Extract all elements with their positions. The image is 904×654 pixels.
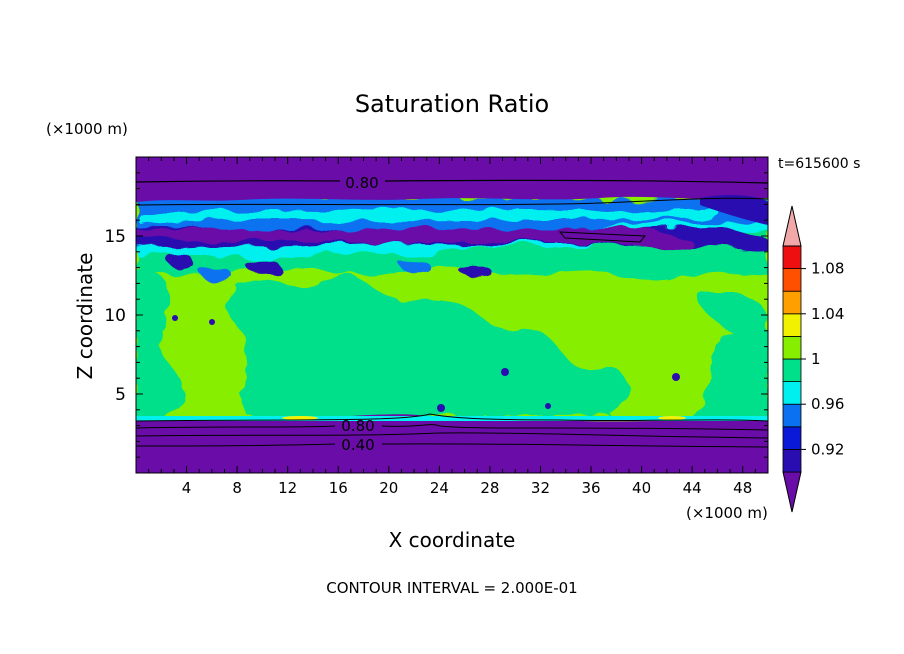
x-axis-ticks: 4 8 12 16 20 24 28 32 36 40 44 48 (148, 157, 756, 497)
colorbar-band (782, 245, 802, 270)
colorbar-band (782, 448, 802, 473)
colorbar-tick-label: 1 (811, 350, 821, 368)
y-axis-label: Z coordinate (73, 253, 97, 380)
contour-label-top: 0.80 (345, 174, 378, 192)
contour-field: 0.80 0.80 0.40 (136, 157, 768, 473)
contour-label-0.40: 0.40 (341, 436, 374, 454)
colorbar-tick-label: 1.08 (811, 260, 844, 278)
region-1.02-1.04-patch-1 (282, 416, 318, 420)
x-tick-label: 28 (480, 479, 499, 497)
x-tick-label: 4 (182, 479, 192, 497)
contour-line-bottom-edge (136, 413, 768, 422)
x-tick-label: 8 (232, 479, 242, 497)
colorbar-band (782, 268, 802, 292)
x-tick-label: 40 (632, 479, 651, 497)
y-axis-ticks: 5 10 15 (104, 172, 768, 458)
chart-title: Saturation Ratio (355, 90, 549, 118)
contour-interval-note: CONTOUR INTERVAL = 2.000E-01 (326, 579, 577, 597)
colorbar-band (782, 381, 802, 405)
x-tick-label: 48 (733, 479, 752, 497)
x-tick-label: 44 (683, 479, 702, 497)
region-0.92-0.94-blob-1 (167, 253, 194, 269)
colorbar-band (782, 358, 802, 383)
x-tick-label: 24 (430, 479, 449, 497)
x-tick-label: 12 (278, 479, 297, 497)
region-0.94-0.96-blob-1 (199, 266, 231, 282)
region-0.90-0.92-top (136, 157, 768, 202)
colorbar-band (782, 426, 802, 450)
contour-label-bottom: 0.80 (341, 417, 374, 435)
region-0.92-0.94-dot-3 (672, 373, 680, 381)
x-axis-label: X coordinate (389, 528, 516, 552)
region-0.92-0.94-dot-2 (501, 368, 509, 376)
region-0.92-0.94-dot-1 (437, 404, 445, 412)
colorbar-band (782, 403, 802, 428)
x-tick-label: 16 (329, 479, 348, 497)
contour-line-mid-bottom (136, 432, 768, 439)
y-unit-label: (×1000 m) (46, 120, 128, 138)
colorbar-band (782, 335, 802, 360)
colorbar: 0.92 0.96 1 1.04 1.08 (782, 205, 844, 513)
colorbar-tick-label: 0.96 (811, 395, 844, 413)
contour-line-0.40 (136, 443, 768, 448)
colorbar-upper-triangle (782, 205, 802, 247)
colorbar-band (782, 313, 802, 337)
time-label: t=615600 s (778, 156, 860, 172)
region-1.02-1.04-patch-2 (658, 416, 686, 420)
region-0.98-1.00-right (690, 290, 768, 418)
region-0.92-0.94-blob-2 (247, 260, 281, 276)
contour-line-0.80-top (136, 179, 768, 184)
region-0.92-0.94-blob-3 (459, 265, 493, 278)
x-unit-label: (×1000 m) (686, 504, 768, 522)
y-tick-label: 10 (104, 306, 126, 326)
region-0.92-0.94-dot-6 (209, 319, 215, 325)
colorbar-lower-triangle (782, 471, 802, 513)
region-0.98-1.00-left (136, 269, 185, 418)
x-tick-label: 32 (531, 479, 550, 497)
region-0.92-0.94-dot-4 (545, 403, 551, 409)
colorbar-band (782, 290, 802, 315)
colorbar-tick-label: 0.92 (811, 440, 844, 458)
region-0.98-1.00-center (228, 275, 629, 418)
region-0.92-0.94-dot-5 (172, 315, 178, 321)
y-tick-label: 5 (115, 385, 126, 405)
contour-line-stripe (558, 231, 647, 243)
y-tick-label: 15 (104, 227, 126, 247)
colorbar-tick-label: 1.04 (811, 305, 844, 323)
x-tick-label: 36 (581, 479, 600, 497)
contour-line-upper (136, 197, 768, 206)
region-0.98-1.00-mid (440, 358, 521, 414)
region-0.92-0.94-top-patch (700, 195, 768, 225)
x-tick-label: 20 (379, 479, 398, 497)
region-0.96-0.98-upper-stripe (140, 208, 720, 224)
region-0.90-0.92-upper (136, 227, 694, 251)
contour-line-0.80-bottom (136, 424, 768, 431)
region-0.94-0.96-blob-2 (399, 260, 432, 274)
